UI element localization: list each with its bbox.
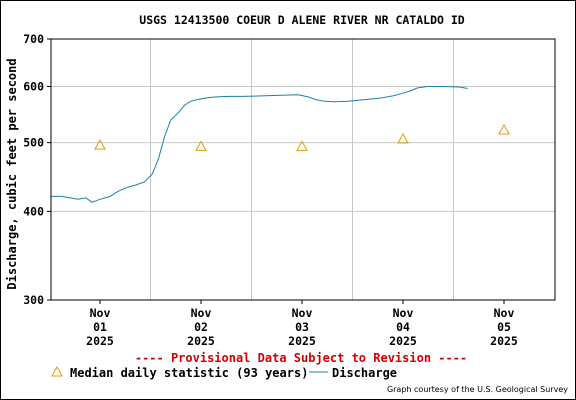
legend: Median daily statistic (93 years) Discha… bbox=[51, 365, 397, 380]
legend-median-triangle-icon bbox=[51, 365, 63, 377]
x-tick-label: 02 bbox=[194, 320, 208, 334]
y-tick-label: 400 bbox=[23, 204, 44, 218]
x-tick-label: 05 bbox=[497, 320, 511, 334]
legend-discharge-label: Discharge bbox=[332, 366, 397, 380]
y-tick-label: 600 bbox=[23, 79, 44, 93]
x-tick-label: 2025 bbox=[187, 334, 215, 348]
provisional-notice: ---- Provisional Data Subject to Revisio… bbox=[135, 351, 467, 365]
median-point bbox=[94, 139, 106, 150]
median-point bbox=[498, 123, 510, 135]
x-tick-label: 2025 bbox=[86, 334, 114, 348]
x-tick-label: 2025 bbox=[288, 334, 316, 348]
x-tick-label: 2025 bbox=[490, 334, 518, 348]
grid-lines bbox=[51, 39, 555, 300]
x-tick-label: 03 bbox=[295, 320, 309, 334]
y-tick-label: 700 bbox=[23, 32, 44, 46]
series-layer bbox=[51, 86, 510, 203]
y-tick-label: 300 bbox=[23, 293, 44, 307]
x-tick-label: Nov bbox=[292, 306, 313, 320]
y-axis-ticks: 300 400 500 600 700 bbox=[23, 32, 51, 307]
median-point bbox=[397, 132, 409, 144]
x-tick-label: Nov bbox=[90, 306, 111, 320]
median-point bbox=[195, 140, 207, 151]
x-tick-label: 01 bbox=[93, 320, 107, 334]
discharge-series-line bbox=[51, 86, 468, 203]
x-tick-label: 04 bbox=[396, 320, 410, 334]
y-tick-label: 500 bbox=[23, 136, 44, 150]
credit-text: Graph courtesy of the U.S. Geological Su… bbox=[387, 385, 568, 394]
x-axis-ticks: Nov012025Nov022025Nov032025Nov042025Nov0… bbox=[86, 300, 518, 348]
chart-title: USGS 12413500 COEUR D ALENE RIVER NR CAT… bbox=[139, 13, 464, 27]
median-point bbox=[296, 140, 308, 151]
x-tick-label: 2025 bbox=[389, 334, 417, 348]
x-tick-label: Nov bbox=[494, 306, 515, 320]
x-tick-label: Nov bbox=[393, 306, 414, 320]
y-axis-label: Discharge, cubic feet per second bbox=[5, 58, 19, 289]
plot-area bbox=[50, 38, 556, 301]
x-tick-label: Nov bbox=[191, 306, 212, 320]
legend-median-label: Median daily statistic (93 years) bbox=[70, 366, 308, 380]
